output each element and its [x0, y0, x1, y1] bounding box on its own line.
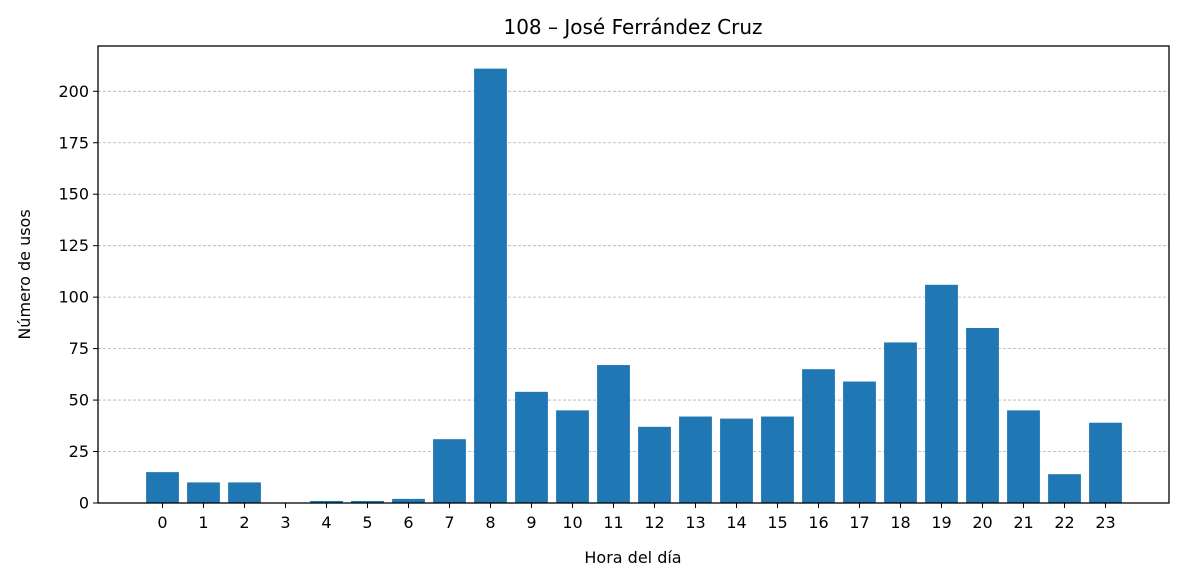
bars [146, 68, 1122, 504]
bar-hour-7 [433, 439, 466, 503]
bar-hour-15 [761, 416, 794, 503]
x-tick-label: 3 [280, 513, 290, 532]
y-tick-label: 150 [58, 185, 89, 204]
x-axis-ticks: 0 1 2 3 4 5 6 7 8 9 10 11 12 13 14 15 16 17 18 19 20 21 22 23 [157, 503, 1116, 532]
bar-hour-12 [638, 426, 671, 503]
y-tick-label: 50 [69, 391, 89, 410]
grid-lines [98, 90, 1169, 452]
bar-hour-16 [802, 369, 835, 503]
x-tick-label: 15 [767, 513, 787, 532]
x-tick-label: 0 [157, 513, 167, 532]
x-tick-label: 23 [1095, 513, 1115, 532]
bar-hour-19 [925, 284, 958, 503]
x-tick-label: 6 [403, 513, 413, 532]
bar-hour-10 [556, 410, 589, 503]
bar-hour-8 [474, 68, 507, 504]
y-tick-label: 125 [58, 236, 89, 255]
bar-hour-23 [1089, 422, 1122, 503]
x-tick-label: 19 [931, 513, 951, 532]
x-tick-label: 16 [808, 513, 828, 532]
x-tick-label: 2 [239, 513, 249, 532]
x-tick-label: 1 [198, 513, 208, 532]
plot-frame [97, 45, 1170, 504]
y-tick-label: 0 [79, 494, 89, 513]
y-tick-label: 200 [58, 82, 89, 101]
x-tick-label: 4 [321, 513, 331, 532]
x-tick-label: 21 [1013, 513, 1033, 532]
bar-hour-6 [392, 498, 425, 503]
y-axis-ticks: 0 25 50 75 100 125 150 175 200 [58, 82, 98, 513]
bar-hour-2 [228, 482, 261, 503]
y-tick-label: 175 [58, 133, 89, 152]
x-tick-label: 10 [562, 513, 582, 532]
x-tick-label: 14 [726, 513, 746, 532]
x-axis-title: Hora del día [584, 548, 681, 567]
x-tick-label: 20 [972, 513, 992, 532]
bar-hour-1 [187, 482, 220, 503]
bar-hour-21 [1007, 410, 1040, 503]
y-tick-label: 25 [69, 442, 89, 461]
x-tick-label: 5 [362, 513, 372, 532]
y-tick-label: 100 [58, 288, 89, 307]
bar-hour-0 [146, 472, 179, 503]
x-tick-label: 18 [890, 513, 910, 532]
y-axis-title: Número de usos [15, 209, 34, 339]
bar-hour-13 [679, 416, 712, 503]
bar-hour-11 [597, 365, 630, 503]
x-tick-label: 13 [685, 513, 705, 532]
chart-title: 108 – José Ferrández Cruz [503, 15, 762, 39]
x-tick-label: 17 [849, 513, 869, 532]
x-tick-label: 22 [1054, 513, 1074, 532]
x-tick-label: 8 [485, 513, 495, 532]
bar-hour-18 [884, 342, 917, 503]
bar-hour-20 [966, 328, 999, 503]
x-tick-label: 11 [603, 513, 623, 532]
bar-hour-9 [515, 391, 548, 503]
bar-hour-17 [843, 381, 876, 503]
bar-hour-4 [310, 500, 343, 503]
bar-hour-14 [720, 418, 753, 503]
x-tick-label: 12 [644, 513, 664, 532]
bar-hour-22 [1048, 474, 1081, 503]
bar-hour-5 [351, 500, 384, 503]
x-tick-label: 7 [444, 513, 454, 532]
x-tick-label: 9 [526, 513, 536, 532]
y-tick-label: 75 [69, 339, 89, 358]
